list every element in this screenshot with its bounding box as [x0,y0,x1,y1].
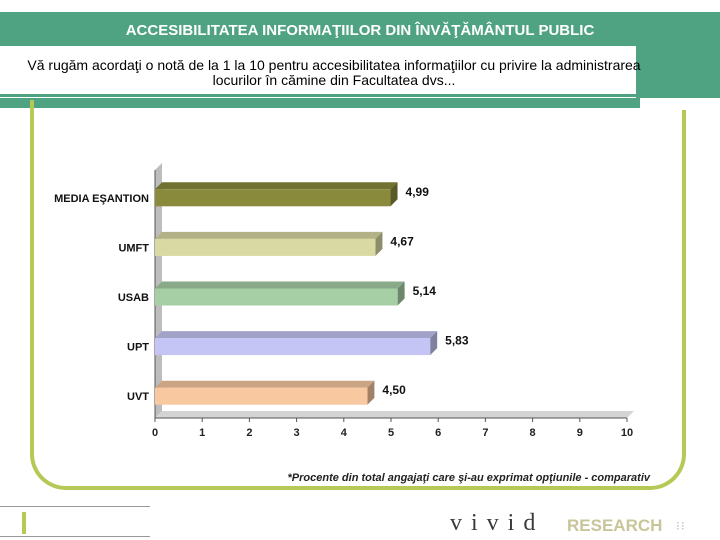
logo-dots-icon: ⁝⁝ [676,519,686,533]
category-label: USAB [118,292,149,304]
x-tick-label: 2 [246,427,252,439]
question-text: Vă rugăm acordaţi o notă de la 1 la 10 p… [27,57,641,88]
x-tick-label: 4 [341,427,348,439]
bar-top [155,182,398,190]
chart-labels: 0 1 2 3 4 5 6 7 8 9 10 MEDIA EŞANTION 4,99 UMFT 4,67 US… [54,185,633,439]
chart-frame [30,100,686,490]
chart-floor [155,411,634,418]
data-label: 5,14 [413,284,437,298]
vivid-logo: vivid [450,510,545,536]
page-title: ACCESIBILITATEA INFORMAŢIILOR DIN ÎNVĂŢĂ… [125,22,595,39]
data-label: 4,50 [382,383,406,397]
x-tick-label: 3 [294,427,300,439]
data-label: 4,67 [390,234,414,248]
bar [155,238,376,256]
data-label: 4,99 [406,185,430,199]
research-logo-text: RESEARCH [567,516,663,535]
bar-side [430,331,438,356]
x-tick-label: 5 [388,427,394,439]
category-label: UMFT [118,242,149,254]
x-tick-label: 0 [152,427,158,439]
x-tick-label: 1 [199,427,205,439]
bar-top [155,380,375,388]
category-label: UVT [127,391,149,403]
x-tick-label: 6 [435,427,441,439]
category-label: MEDIA EŞANTION [54,193,149,205]
footer-accent-bar [22,512,26,534]
bar-top [155,281,405,289]
bar-side [375,231,383,256]
question-rule [0,94,636,97]
category-label: UPT [127,342,149,354]
bar-side [390,182,398,207]
question-box [0,46,636,98]
bar-top [155,231,383,239]
data-label: 5,83 [445,334,469,348]
chart-bars [155,182,438,405]
header: ACCESIBILITATEA INFORMAŢIILOR DIN ÎNVĂŢĂ… [0,0,720,108]
bar [155,387,368,405]
x-tick-label: 9 [577,427,583,439]
bar-side [397,281,405,306]
bar [155,288,398,306]
frame-cover [640,98,720,110]
bar [155,338,431,356]
x-tick-label: 10 [621,427,633,439]
bar-top [155,331,438,339]
footnote: *Procente din total angajaţi care şi-au … [287,472,650,484]
x-tick-label: 8 [530,427,536,439]
bar-side [367,380,375,405]
bar [155,189,391,207]
footer-line [0,506,150,507]
x-tick-label: 7 [482,427,488,439]
footer-line-bottom [0,536,150,537]
